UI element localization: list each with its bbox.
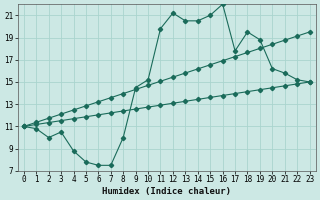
X-axis label: Humidex (Indice chaleur): Humidex (Indice chaleur) <box>102 187 231 196</box>
